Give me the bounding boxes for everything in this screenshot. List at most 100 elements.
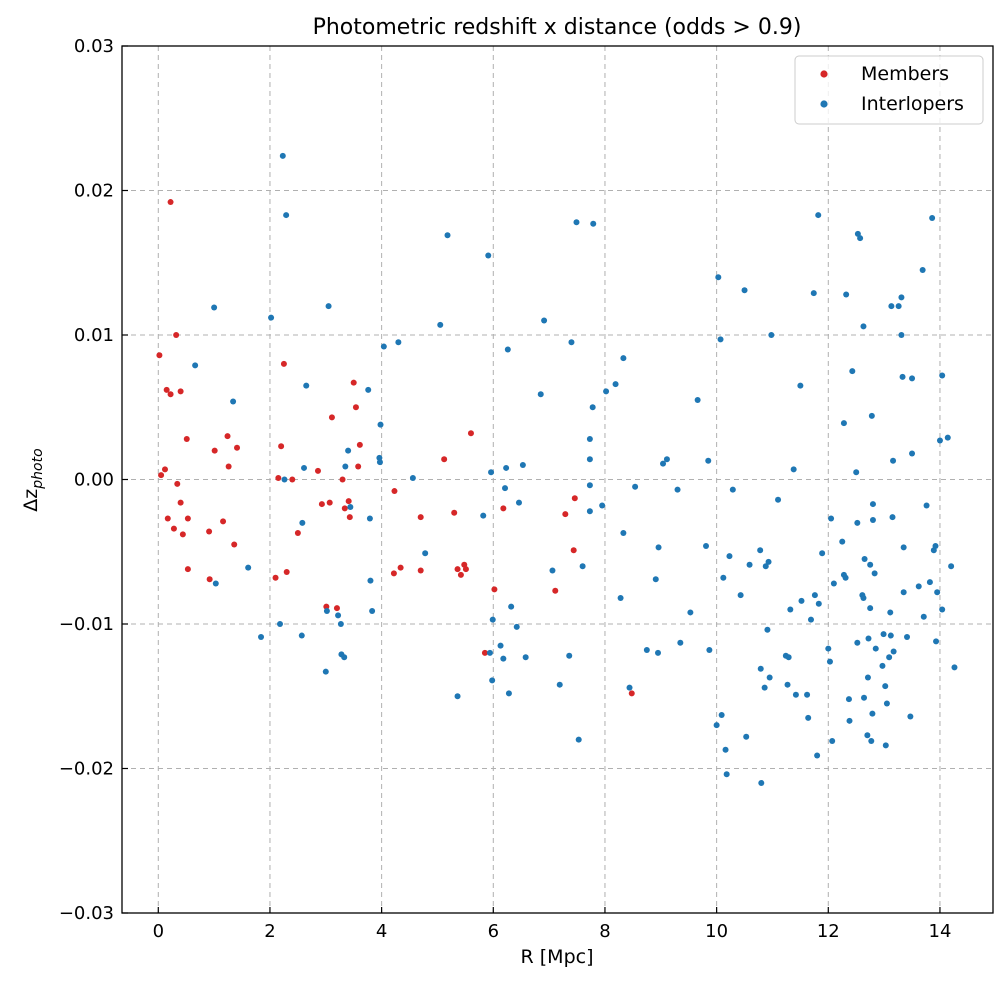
data-point-interlopers (757, 665, 764, 672)
data-point-interlopers (871, 570, 878, 577)
data-point-members (184, 566, 191, 573)
data-point-interlopers (612, 381, 619, 388)
data-point-interlopers (508, 603, 515, 610)
data-point-interlopers (764, 626, 771, 633)
data-point-interlopers (939, 372, 946, 379)
data-point-interlopers (537, 391, 544, 398)
data-point-interlopers (718, 712, 725, 719)
data-point-interlopers (277, 621, 284, 627)
data-point-interlopers (868, 738, 875, 745)
x-tick-label: 0 (153, 921, 164, 942)
data-point-members (552, 587, 559, 594)
data-point-members (562, 511, 569, 518)
data-point-members (571, 495, 578, 502)
data-point-members (390, 570, 397, 577)
data-point-interlopers (900, 589, 907, 596)
data-point-interlopers (500, 655, 507, 662)
data-point-interlopers (549, 567, 556, 574)
data-point-members (333, 605, 340, 612)
data-point-members (500, 505, 507, 512)
data-point-interlopers (620, 529, 627, 536)
data-point-interlopers (915, 583, 922, 590)
data-point-interlopers (705, 457, 712, 464)
data-point-interlopers (337, 621, 344, 627)
data-point-interlopers (485, 252, 492, 259)
data-point-members (289, 476, 296, 483)
y-axis-label-base: Δz (20, 489, 42, 512)
data-point-interlopers (325, 303, 332, 310)
data-point-members (570, 547, 577, 554)
data-point-interlopers (258, 634, 265, 641)
data-point-members (339, 476, 346, 483)
data-point-interlopers (717, 336, 724, 343)
data-point-members (206, 576, 213, 583)
data-point-interlopers (869, 710, 876, 717)
data-point-members (234, 444, 241, 451)
data-point-members (272, 574, 279, 581)
data-point-interlopers (815, 212, 822, 219)
data-point-interlopers (497, 642, 504, 649)
data-point-interlopers (303, 382, 310, 389)
data-point-interlopers (726, 553, 733, 560)
data-point-interlopers (864, 674, 871, 681)
data-point-interlopers (486, 649, 493, 656)
data-point-interlopers (825, 645, 832, 652)
data-point-members (184, 515, 191, 522)
data-point-interlopers (909, 375, 916, 382)
data-point-members (275, 475, 282, 482)
data-point-interlopers (566, 652, 573, 659)
data-point-interlopers (575, 736, 582, 743)
data-point-interlopers (590, 220, 597, 227)
data-point-members (481, 649, 488, 656)
data-point-interlopers (395, 339, 402, 346)
data-point-interlopers (504, 346, 511, 353)
data-point-interlopers (854, 519, 861, 526)
data-point-interlopers (810, 290, 817, 297)
data-point-interlopers (787, 606, 794, 613)
data-point-interlopers (586, 436, 593, 443)
data-point-interlopers (541, 317, 548, 324)
data-point-interlopers (890, 457, 897, 464)
data-point-interlopers (503, 464, 510, 471)
axis-ticks: 0 2 4 6 8 10 12 14 −0.03 −0.02 −0.01 0.00 0.01 0.02 0.… (59, 36, 952, 942)
x-tick-label: 14 (929, 921, 952, 942)
data-point-interlopers (632, 483, 639, 490)
data-point-members (278, 443, 285, 450)
data-point-members (163, 386, 170, 393)
data-point-interlopers (790, 466, 797, 473)
data-point-interlopers (920, 613, 927, 620)
data-point-members (346, 514, 353, 521)
data-point-interlopers (948, 563, 955, 570)
data-point-interlopers (586, 456, 593, 463)
data-point-interlopers (603, 388, 610, 395)
data-point-interlopers (687, 609, 694, 616)
data-point-interlopers (887, 609, 894, 616)
data-point-interlopers (867, 605, 874, 612)
y-axis-label-sub: photo (30, 448, 46, 489)
data-point-interlopers (939, 606, 946, 613)
data-point-members (462, 566, 469, 573)
data-point-members (350, 379, 357, 386)
data-point-interlopers (766, 674, 773, 681)
data-point-interlopers (522, 654, 529, 661)
legend: Members Interlopers (794, 55, 984, 125)
data-point-interlopers (792, 691, 799, 698)
data-point-members (628, 690, 635, 697)
data-point-interlopers (245, 564, 252, 571)
data-point-interlopers (826, 658, 833, 665)
data-point-members (170, 525, 177, 532)
legend-marker-interlopers (820, 100, 828, 108)
data-point-members (441, 456, 448, 463)
data-point-interlopers (655, 649, 661, 656)
data-point-interlopers (887, 632, 894, 639)
data-point-interlopers (380, 343, 387, 350)
data-point-interlopers (617, 594, 624, 601)
data-point-members (174, 480, 181, 487)
data-point-interlopers (367, 577, 374, 584)
data-point-interlopers (515, 499, 522, 506)
data-point-interlopers (926, 579, 933, 586)
data-point-interlopers (898, 294, 905, 301)
data-point-members (356, 441, 363, 448)
data-point-interlopers (784, 681, 791, 688)
data-point-interlopers (694, 397, 701, 404)
